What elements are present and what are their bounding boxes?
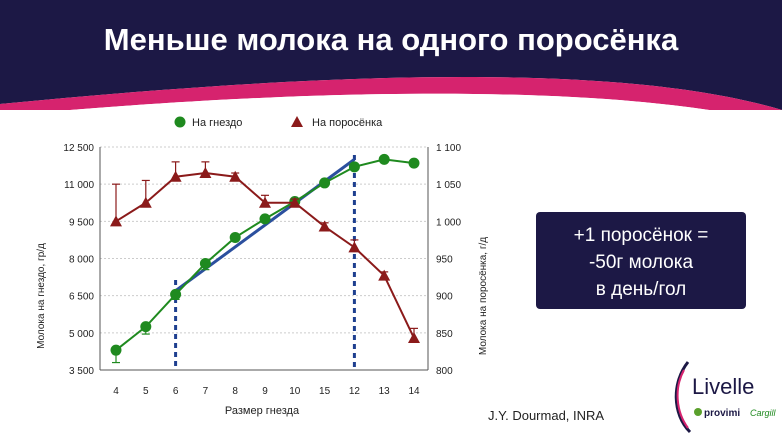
data-point-litter: [110, 344, 122, 356]
right-tick-label: 1 050: [436, 180, 461, 191]
legend-piglet-marker: [291, 116, 303, 127]
x-tick-label: 8: [232, 386, 238, 397]
series-line: [115, 158, 415, 351]
data-point-litter: [259, 213, 271, 225]
data-point-piglet: [169, 170, 182, 182]
source-credit: J.Y. Dourmad, INRA: [488, 408, 605, 423]
left-axis-ticks: 3 500 5 000 6 500 8 000 9 500 11 000 12 500: [63, 143, 94, 377]
data-point-piglet: [348, 241, 361, 253]
callout-line-1: +1 поросёнок =: [573, 225, 709, 246]
series-litter: [110, 153, 420, 364]
data-point-litter: [378, 153, 390, 165]
data-point-litter: [319, 177, 331, 189]
data-point-piglet: [199, 167, 212, 179]
logo-brand-text: Livelle: [692, 374, 754, 399]
title-banner: [0, 0, 782, 110]
right-tick-label: 850: [436, 329, 453, 340]
data-point-piglet: [110, 215, 122, 227]
chart-legend: На гнездо На поросёнка: [174, 116, 383, 129]
series-piglet: [110, 161, 420, 344]
x-tick-label: 13: [379, 386, 391, 397]
left-axis-label: Молока на гнездо, гр/д: [36, 243, 47, 349]
right-tick-label: 800: [436, 366, 453, 377]
data-point-piglet: [139, 196, 152, 208]
right-tick-label: 1 000: [436, 217, 461, 228]
reference-lines: [174, 155, 356, 370]
right-tick-label: 1 100: [436, 143, 461, 154]
logo-provimi-mark: [694, 408, 702, 416]
legend-litter-label: На гнездо: [192, 117, 242, 129]
left-tick-label: 11 000: [64, 180, 94, 191]
data-point-piglet: [318, 220, 331, 232]
x-axis-ticks: 4 5 6 7 8 9 10 15 12 13 14: [113, 386, 420, 397]
logo-arc-magenta: [676, 369, 689, 429]
x-axis-label: Размер гнезда: [225, 405, 300, 417]
data-point-litter: [140, 321, 152, 333]
milk-chart: 3 500 5 000 6 500 8 000 9 500 11 000 12 500 80…: [36, 116, 489, 417]
x-tick-label: 5: [143, 386, 149, 397]
x-tick-label: 4: [113, 386, 119, 397]
data-point-litter: [199, 257, 211, 269]
data-point-piglet: [259, 196, 271, 208]
right-axis-ticks: 800 850 900 950 1 000 1 050 1 100: [436, 143, 461, 377]
logo-cargill-text: Cargill: [750, 408, 777, 418]
left-tick-label: 9 500: [69, 217, 94, 228]
logo-provimi-text: provimi: [704, 408, 740, 419]
data-point-litter: [170, 288, 182, 300]
x-tick-label: 15: [319, 386, 331, 397]
right-tick-label: 950: [436, 255, 453, 266]
left-tick-label: 5 000: [69, 329, 94, 340]
callout-line-2: -50г молока: [588, 252, 694, 273]
left-tick-label: 12 500: [63, 143, 94, 154]
x-tick-label: 9: [262, 386, 268, 397]
callout-line-3: в день/гол: [595, 279, 687, 300]
legend-litter-marker: [174, 116, 186, 128]
right-tick-label: 900: [436, 292, 453, 303]
data-point-litter: [229, 231, 241, 243]
x-tick-label: 14: [408, 386, 420, 397]
slide-title: Меньше молока на одного поросёнка: [103, 22, 679, 57]
data-point-piglet: [288, 196, 301, 208]
data-point-piglet: [229, 170, 242, 182]
right-axis-label: Молока на поросёнка, г/д: [478, 237, 489, 355]
x-tick-label: 10: [289, 386, 301, 397]
logo-arc-navy: [674, 361, 692, 434]
data-point-piglet: [408, 332, 420, 344]
data-point-litter: [348, 161, 360, 173]
x-tick-label: 12: [349, 386, 361, 397]
legend-piglet-label: На поросёнка: [312, 117, 383, 129]
left-tick-label: 3 500: [69, 366, 94, 377]
livelle-logo: Livelle provimi Cargill: [674, 361, 777, 434]
data-point-piglet: [378, 269, 391, 281]
left-tick-label: 6 500: [69, 292, 94, 303]
left-tick-label: 8 000: [69, 255, 94, 266]
x-tick-label: 7: [203, 386, 209, 397]
x-tick-label: 6: [173, 386, 179, 397]
data-point-litter: [408, 157, 420, 169]
callout-box: +1 поросёнок = -50г молока в день/гол: [536, 212, 746, 309]
